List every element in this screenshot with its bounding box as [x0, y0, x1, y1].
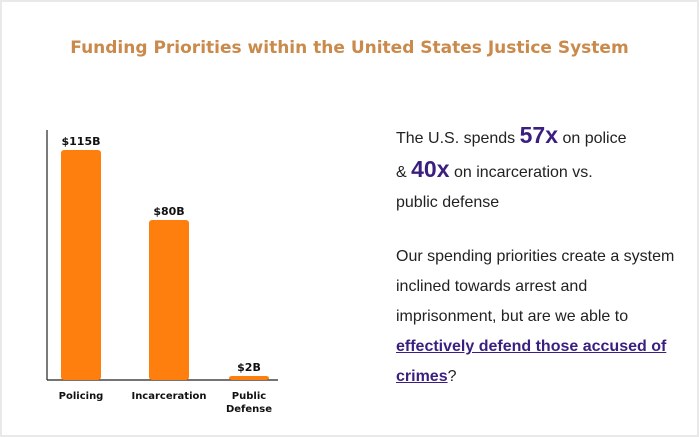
- category-label: Public: [232, 391, 266, 402]
- bar-incarceration: [149, 220, 189, 380]
- incarceration-multiple: 40x: [411, 156, 450, 182]
- police-multiple: 57x: [519, 122, 558, 148]
- defend-accused-link[interactable]: effectively defend those accused of crim…: [396, 338, 667, 385]
- question-paragraph: Our spending priorities create a system …: [396, 242, 686, 392]
- bars-group: $115B Policing $80B Incarceration $2B Public D…: [59, 135, 273, 415]
- bar-chart: $115B Policing $80B Incarceration $2B Public D…: [46, 130, 278, 415]
- statement-suffix: public defense: [396, 194, 500, 211]
- value-label: $80B: [153, 205, 184, 218]
- statement-prefix: The U.S. spends: [396, 130, 516, 147]
- statement-on-incarceration: on incarceration vs.: [453, 164, 593, 181]
- value-label: $115B: [62, 135, 101, 148]
- question-end: ?: [447, 368, 457, 385]
- category-label: Policing: [59, 391, 104, 402]
- chart-title: Funding Priorities within the United Sta…: [70, 38, 629, 58]
- bar-public-defense: [229, 376, 269, 380]
- summary-text: The U.S. spends 57x on police & 40x on i…: [396, 120, 686, 392]
- value-label: $2B: [237, 361, 261, 374]
- bar-policing: [61, 150, 101, 380]
- statement-amp: &: [396, 164, 407, 181]
- statement-on-police: on police: [562, 130, 627, 147]
- question-text: Our spending priorities create a system …: [396, 248, 675, 325]
- category-label: Incarceration: [131, 391, 206, 402]
- category-label: Defense: [226, 404, 272, 415]
- spending-statement: The U.S. spends 57x on police & 40x on i…: [396, 120, 686, 218]
